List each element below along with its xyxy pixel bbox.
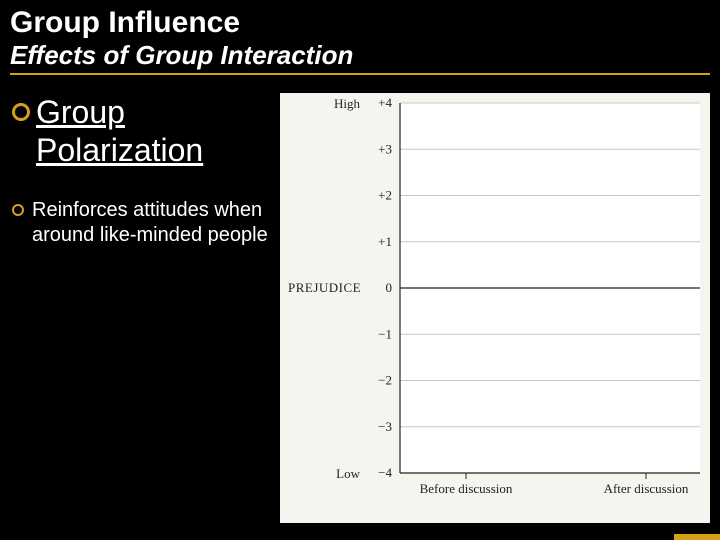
svg-text:+1: +1: [378, 234, 392, 249]
svg-text:−4: −4: [378, 465, 392, 480]
svg-text:High: High: [334, 96, 361, 111]
bullet-circle-icon: [12, 204, 24, 216]
svg-text:−3: −3: [378, 419, 392, 434]
polarization-chart: +4 +3 +2 +1 0 −1 −2 −3 −4 High Low PREJUDICE Before …: [280, 93, 710, 523]
svg-text:Before discussion: Before discussion: [420, 481, 513, 496]
svg-text:−2: −2: [378, 373, 392, 388]
bullet-sub: Reinforces attitudes when around like-mi…: [12, 198, 274, 248]
bullet-main-text: Group Polarization: [36, 93, 274, 170]
svg-text:+2: +2: [378, 188, 392, 203]
svg-text:Low: Low: [336, 466, 360, 481]
bullet-sub-text: Reinforces attitudes when around like-mi…: [32, 198, 274, 248]
bullet-main: Group Polarization: [12, 93, 274, 170]
svg-text:PREJUDICE: PREJUDICE: [288, 280, 361, 295]
svg-text:+4: +4: [378, 95, 392, 110]
slide-title: Group Influence: [10, 6, 710, 40]
svg-text:0: 0: [386, 280, 393, 295]
svg-text:−1: −1: [378, 326, 392, 341]
bullet-circle-icon: [12, 103, 30, 121]
slide-subtitle: Effects of Group Interaction: [10, 40, 710, 75]
svg-text:After discussion: After discussion: [604, 481, 689, 496]
text-column: Group Polarization Reinforces attitudes …: [0, 93, 280, 248]
accent-bar: [674, 534, 720, 540]
svg-text:+3: +3: [378, 141, 392, 156]
